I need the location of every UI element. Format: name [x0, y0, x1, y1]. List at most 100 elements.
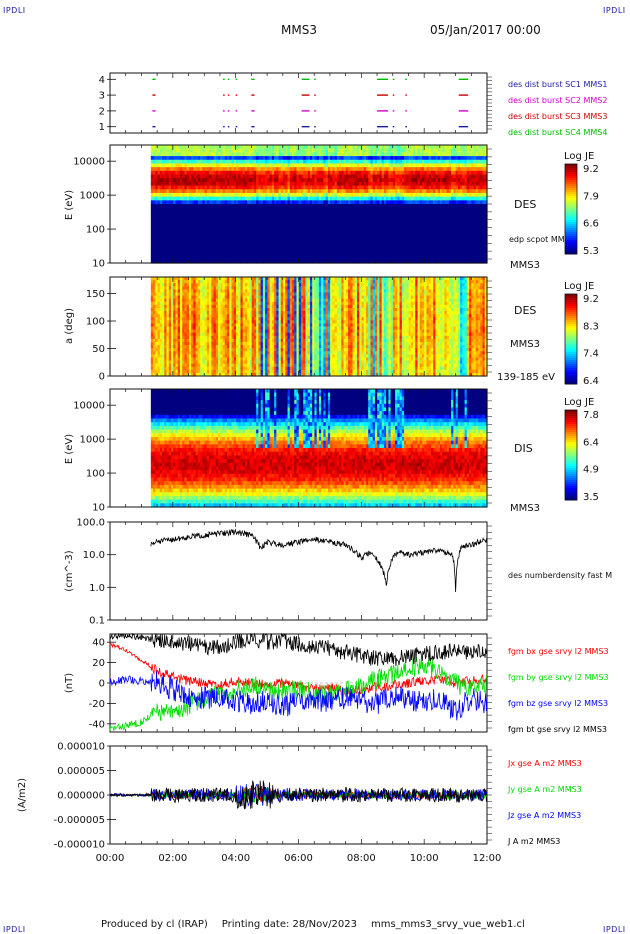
- spectrogram-cell: [300, 233, 304, 238]
- spectrogram-cell: [383, 170, 387, 176]
- spectrogram-cell: [415, 211, 419, 216]
- spectrogram-cell: [379, 163, 383, 168]
- spectrogram-cell: [276, 200, 280, 205]
- spectrogram-cell: [374, 163, 378, 168]
- spectrogram-cell: [433, 259, 437, 264]
- spectrogram-cell: [155, 196, 159, 201]
- spectrogram-cell: [238, 218, 242, 224]
- spectrogram-cell: [469, 145, 472, 150]
- spectrogram-cell: [354, 211, 358, 216]
- spectrogram-cell: [368, 200, 372, 205]
- spectrogram-cell: [300, 159, 304, 165]
- spectrogram-cell: [233, 159, 237, 165]
- spectrogram-cell: [350, 174, 354, 179]
- spectrogram-cell: [422, 237, 425, 242]
- spectrogram-cell: [462, 215, 466, 220]
- spectrogram-cell: [413, 189, 416, 194]
- spectrogram-cell: [439, 156, 443, 161]
- spectrogram-cell: [283, 207, 286, 212]
- spectrogram-cell: [388, 229, 392, 235]
- spectrogram-cell: [262, 226, 266, 231]
- spectrogram-cell: [381, 237, 385, 242]
- spectrogram-cell: [379, 259, 383, 264]
- spectrogram-cell: [312, 229, 316, 235]
- spectrogram-cell: [287, 192, 291, 198]
- spectrogram-cell: [401, 156, 405, 161]
- spectrogram-cell: [408, 185, 412, 190]
- spectrogram-cell: [388, 207, 392, 212]
- spectrogram-cell: [469, 185, 472, 190]
- spectrogram-cell: [260, 156, 264, 161]
- spectrogram-cell: [188, 170, 192, 176]
- spectrogram-cell: [280, 218, 284, 224]
- spectrogram-cell: [433, 204, 437, 209]
- spectrogram-cell: [399, 218, 403, 224]
- spectrogram-cell: [433, 148, 437, 153]
- spectrogram-cell: [448, 174, 452, 179]
- spectrogram-cell: [150, 207, 154, 212]
- spectrogram-cell: [292, 181, 295, 187]
- spectrogram-cell: [193, 196, 197, 201]
- spectrogram-cell: [236, 156, 239, 161]
- spectrogram-cell: [368, 207, 372, 212]
- spectrogram-cell: [404, 200, 407, 205]
- spectrogram-cell: [361, 259, 365, 264]
- spectrogram-cell: [361, 181, 365, 187]
- spectrogram-cell: [475, 226, 479, 231]
- spectrogram-cell: [164, 248, 168, 253]
- spectrogram-cell: [417, 167, 421, 172]
- spectrogram-cell: [197, 211, 201, 216]
- spectrogram-cell: [213, 167, 217, 172]
- spectrogram-cell: [323, 237, 327, 242]
- spectrogram-cell: [446, 244, 450, 249]
- spectrogram-cell: [352, 189, 356, 194]
- spectrogram-cell: [395, 204, 398, 209]
- spectrogram-cell: [155, 152, 159, 157]
- spectrogram-cell: [204, 170, 208, 176]
- spectrogram-cell: [209, 218, 212, 224]
- spectrogram-cell: [204, 200, 208, 205]
- spectrogram-cell: [392, 185, 396, 190]
- spectrogram-cell: [361, 145, 365, 150]
- spectrogram-cell: [417, 189, 421, 194]
- spectrogram-cell: [153, 248, 156, 253]
- spectrogram-cell: [327, 211, 331, 216]
- spectrogram-cell: [157, 207, 161, 212]
- spectrogram-cell: [464, 192, 468, 198]
- spectrogram-cell: [325, 244, 329, 249]
- spectrogram-cell: [339, 167, 342, 172]
- spectrogram-cell: [430, 259, 434, 264]
- spectrogram-cell: [287, 244, 291, 249]
- spectrogram-cell: [193, 240, 197, 246]
- spectrogram-cell: [419, 196, 423, 201]
- spectrogram-cell: [339, 251, 342, 257]
- spectrogram-cell: [446, 148, 450, 153]
- spectrogram-cell: [186, 215, 190, 220]
- spectrogram-cell: [354, 237, 358, 242]
- spectrogram-cell: [294, 248, 298, 253]
- spectrogram-cell: [368, 189, 372, 194]
- spectrogram-cell: [455, 156, 459, 161]
- spectrogram-cell: [318, 215, 322, 220]
- spectrogram-cell: [285, 237, 289, 242]
- spectrogram-cell: [372, 255, 376, 260]
- spectrogram-cell: [392, 189, 396, 194]
- spectrogram-cell: [249, 145, 253, 150]
- spectrogram-cell: [276, 196, 280, 201]
- spectrogram-cell: [464, 244, 468, 249]
- spectrogram-cell: [314, 255, 318, 260]
- spectrogram-cell: [397, 207, 401, 212]
- spectrogram-cell: [171, 167, 174, 172]
- spectrogram-cell: [236, 170, 239, 176]
- spectrogram-cell: [193, 251, 197, 257]
- spectrogram-cell: [365, 248, 369, 253]
- spectrogram-cell: [453, 200, 457, 205]
- spectrogram-cell: [336, 181, 340, 187]
- spectrogram-cell: [206, 240, 210, 246]
- spectrogram-cell: [457, 207, 461, 212]
- spectrogram-cell: [439, 207, 443, 212]
- spectrogram-cell: [325, 222, 329, 227]
- spectrogram-cell: [363, 233, 367, 238]
- spectrogram-cell: [325, 170, 329, 176]
- spectrogram-cell: [350, 163, 354, 168]
